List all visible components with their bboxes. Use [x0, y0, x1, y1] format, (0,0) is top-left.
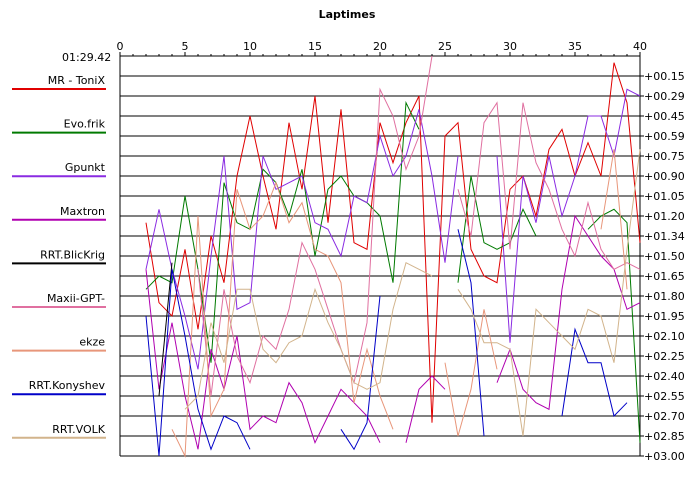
y-tick-label: +02.10	[644, 330, 685, 343]
y-tick-label: +00.15	[644, 70, 685, 83]
y-tick-label: +00.45	[644, 110, 685, 123]
series-line-mr-tonix	[145, 62, 641, 423]
series-line-maxii-gpt	[197, 55, 641, 397]
y-tick-label: +00.29	[644, 90, 685, 103]
y-tick-label: +02.25	[644, 350, 685, 363]
y-tick-label: +02.70	[644, 410, 685, 423]
y-tick-label: +01.34	[644, 230, 685, 243]
x-tick-label: 25	[438, 40, 452, 53]
y-tick-label: +00.75	[644, 150, 685, 163]
y-tick-label: +01.20	[644, 210, 685, 223]
y-tick-label: +02.40	[644, 370, 685, 383]
base-time-label: 01:29.42	[62, 51, 111, 64]
series-line-maxtron	[145, 214, 641, 450]
legend-label: Gpunkt	[65, 161, 106, 174]
x-tick-label: 5	[182, 40, 189, 53]
series-line-ekze	[171, 149, 628, 458]
x-tick-label: 35	[568, 40, 582, 53]
legend-label: ekze	[79, 336, 105, 349]
x-tick-label: 0	[117, 40, 124, 53]
x-tick-label: 15	[308, 40, 322, 53]
series-line-gpunkt	[145, 88, 641, 370]
y-tick-label: +02.85	[644, 430, 685, 443]
legend-label: MR - ToniX	[48, 74, 106, 87]
chart-title: Laptimes	[318, 8, 376, 21]
legend-label: Maxtron	[60, 205, 105, 218]
y-tick-label: +03.00	[644, 450, 685, 463]
series-layer	[145, 55, 641, 458]
y-tick-label: +01.50	[644, 250, 685, 263]
legend: MR - ToniX Evo.frik Gpunkt Maxtron RRT.BlicK…	[12, 74, 106, 439]
series-line-rrt-blickrig	[158, 262, 173, 397]
legend-label: RRT.BlicKrig	[40, 248, 105, 261]
x-tick-label: 30	[503, 40, 517, 53]
x-tick-label: 20	[373, 40, 387, 53]
y-tick-label: +01.80	[644, 290, 685, 303]
y-tick-label: +01.05	[644, 190, 685, 203]
y-tick-label: +01.65	[644, 270, 685, 283]
series-line-rrt-konyshev	[145, 229, 628, 457]
legend-label: RRT.Konyshev	[29, 379, 106, 392]
series-line-rrt-volk	[184, 149, 641, 437]
x-tick-label: 40	[633, 40, 647, 53]
y-tick-label: +02.55	[644, 390, 685, 403]
y-tick-label: +00.59	[644, 130, 685, 143]
axes: 0 5 10 15 20 25 30 35 40 +00.15 +00.29 +00.45 +00.59…	[117, 40, 685, 463]
y-tick-label: +00.90	[644, 170, 685, 183]
x-tick-label: 10	[243, 40, 257, 53]
legend-label: RRT.VOLK	[52, 423, 106, 436]
y-tick-label: +01.95	[644, 310, 685, 323]
legend-label: Evo.frik	[64, 118, 106, 131]
legend-label: Maxii-GPT-	[47, 292, 105, 305]
